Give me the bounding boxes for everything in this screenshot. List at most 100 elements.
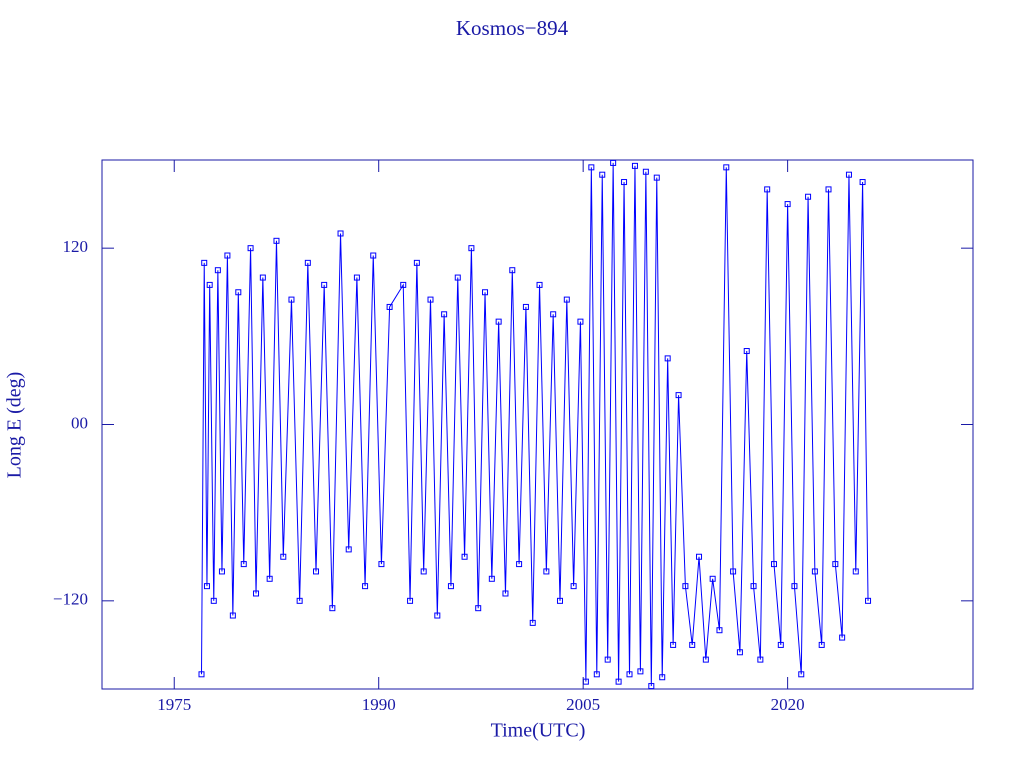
data-point bbox=[353, 274, 360, 281]
data-line bbox=[201, 162, 869, 687]
data-point bbox=[509, 267, 516, 274]
data-point bbox=[730, 568, 737, 575]
data-point bbox=[441, 311, 448, 318]
data-point bbox=[475, 605, 482, 612]
data-point bbox=[757, 656, 764, 663]
data-point bbox=[468, 245, 475, 252]
data-point bbox=[723, 164, 730, 171]
data-point bbox=[240, 561, 247, 568]
data-point bbox=[288, 296, 295, 303]
data-point bbox=[659, 674, 666, 681]
data-point bbox=[784, 201, 791, 208]
data-point bbox=[345, 546, 352, 553]
data-point bbox=[631, 162, 638, 169]
data-point bbox=[247, 245, 254, 252]
data-point bbox=[610, 160, 617, 166]
data-point bbox=[593, 671, 600, 678]
data-point bbox=[777, 641, 784, 648]
data-point bbox=[447, 583, 454, 590]
data-point bbox=[362, 583, 369, 590]
data-point bbox=[427, 296, 434, 303]
data-point bbox=[280, 553, 287, 560]
data-point bbox=[743, 348, 750, 355]
data-point bbox=[218, 568, 225, 575]
data-point bbox=[321, 281, 328, 288]
data-point bbox=[577, 318, 584, 325]
data-point bbox=[413, 259, 420, 266]
data-point bbox=[626, 671, 633, 678]
data-point bbox=[198, 671, 205, 678]
data-point bbox=[210, 597, 217, 604]
data-point bbox=[750, 583, 757, 590]
data-point bbox=[400, 281, 407, 288]
data-point bbox=[296, 597, 303, 604]
data-point bbox=[709, 575, 716, 582]
data-point bbox=[621, 179, 628, 186]
data-point bbox=[253, 590, 260, 597]
y-tick-label: 120 bbox=[63, 237, 89, 256]
data-point bbox=[337, 230, 344, 237]
data-point bbox=[818, 641, 825, 648]
data-point bbox=[502, 590, 509, 597]
data-point bbox=[670, 641, 677, 648]
data-point bbox=[563, 296, 570, 303]
x-axis-title: Time(UTC) bbox=[491, 720, 586, 742]
data-point bbox=[329, 605, 336, 612]
data-point bbox=[420, 568, 427, 575]
data-point bbox=[588, 164, 595, 171]
data-point bbox=[839, 634, 846, 641]
data-point bbox=[832, 561, 839, 568]
data-point bbox=[203, 583, 210, 590]
data-point bbox=[852, 568, 859, 575]
data-point bbox=[653, 174, 660, 181]
data-point bbox=[682, 583, 689, 590]
data-point bbox=[664, 355, 671, 362]
data-point bbox=[454, 274, 461, 281]
data-point bbox=[825, 186, 832, 193]
data-point bbox=[407, 597, 414, 604]
data-point bbox=[764, 186, 771, 193]
data-point bbox=[206, 281, 213, 288]
data-point bbox=[716, 627, 723, 634]
x-tick-label: 1975 bbox=[157, 695, 191, 714]
data-point bbox=[495, 318, 502, 325]
y-axis-title: Long E (deg) bbox=[4, 372, 26, 479]
data-point bbox=[273, 237, 280, 244]
data-point bbox=[604, 656, 611, 663]
data-point bbox=[599, 171, 606, 178]
data-point bbox=[648, 683, 655, 689]
data-point bbox=[556, 597, 563, 604]
data-point bbox=[702, 656, 709, 663]
data-point bbox=[689, 641, 696, 648]
data-point bbox=[859, 179, 866, 186]
data-point bbox=[791, 583, 798, 590]
data-point bbox=[805, 193, 812, 200]
data-point bbox=[770, 561, 777, 568]
data-point bbox=[214, 267, 221, 274]
data-point bbox=[304, 259, 311, 266]
x-tick-label: 2020 bbox=[771, 695, 805, 714]
data-point bbox=[736, 649, 743, 656]
data-point bbox=[313, 568, 320, 575]
data-point bbox=[637, 668, 644, 675]
data-point bbox=[259, 274, 266, 281]
data-point bbox=[536, 281, 543, 288]
data-point bbox=[370, 252, 377, 259]
data-point bbox=[201, 259, 208, 266]
y-tick-label: 00 bbox=[71, 413, 88, 432]
data-point bbox=[529, 619, 536, 626]
data-point bbox=[266, 575, 273, 582]
data-point bbox=[696, 553, 703, 560]
data-point bbox=[522, 303, 529, 310]
chart-title: Kosmos−894 bbox=[456, 16, 569, 40]
data-point bbox=[378, 561, 385, 568]
x-tick-label: 2005 bbox=[566, 695, 600, 714]
data-point bbox=[798, 671, 805, 678]
data-point bbox=[516, 561, 523, 568]
data-point bbox=[434, 612, 441, 619]
data-point bbox=[550, 311, 557, 318]
data-point bbox=[615, 678, 622, 685]
data-point bbox=[865, 597, 872, 604]
data-point bbox=[482, 289, 489, 296]
